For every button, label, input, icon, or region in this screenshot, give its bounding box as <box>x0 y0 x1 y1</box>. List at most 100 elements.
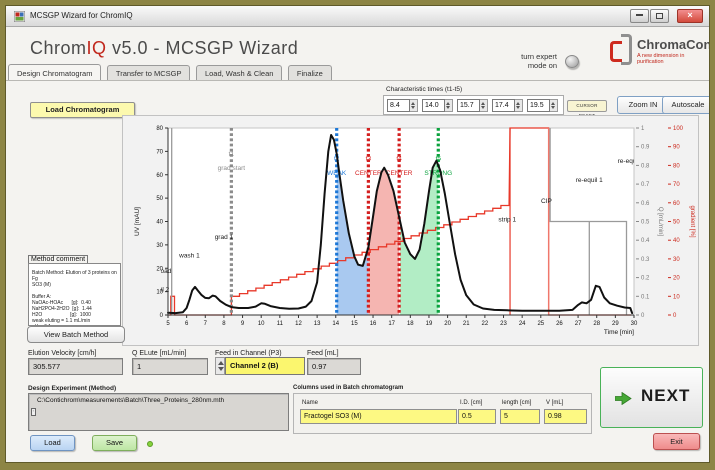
svg-text:0: 0 <box>160 313 164 319</box>
characteristic-times-label: Characteristic times (t1-t5) <box>386 86 463 93</box>
svg-text:70: 70 <box>673 182 680 188</box>
svg-text:13: 13 <box>314 321 321 327</box>
svg-text:CENTER: CENTER <box>386 170 413 177</box>
svg-text:21: 21 <box>463 321 470 327</box>
save-button[interactable]: Save <box>92 435 137 451</box>
mcsgp-wizard-window: MCSGP Wizard for ChromIQ × ChromIQ v5.0 … <box>5 5 710 463</box>
svg-text:8: 8 <box>222 321 226 327</box>
svg-text:24: 24 <box>519 321 526 327</box>
next-button[interactable]: NEXT <box>600 367 703 428</box>
svg-text:0.8: 0.8 <box>641 163 650 169</box>
tab-load-wash-clean[interactable]: Load, Wash & Clean <box>195 65 283 81</box>
cell-v-ml[interactable]: 0.98 <box>544 409 587 424</box>
svg-text:strip 1: strip 1 <box>498 217 516 224</box>
feed-channel-spinner[interactable] <box>215 357 225 375</box>
titlebar[interactable]: MCSGP Wizard for ChromIQ × <box>6 6 709 27</box>
design-experiment-path[interactable]: ▫ C:\Contichrom\measurements\Batch\Three… <box>28 393 289 431</box>
svg-text:50: 50 <box>673 220 680 226</box>
svg-text:20: 20 <box>673 276 680 282</box>
svg-text:17: 17 <box>388 321 395 327</box>
svg-text:11: 11 <box>277 321 284 327</box>
zoom-in-button[interactable]: Zoom IN <box>617 96 669 114</box>
view-batch-method-button[interactable]: View Batch Method <box>27 326 125 343</box>
svg-text:t1: t1 <box>229 151 235 158</box>
method-comment-text[interactable]: Batch Method: Elution of 3 proteins on F… <box>28 263 121 326</box>
t5-input[interactable]: 19.5 <box>527 99 558 112</box>
columns-table: Name I.D. [cm] length [cm] V [mL] Fracto… <box>293 393 592 434</box>
svg-text:10: 10 <box>156 290 163 296</box>
chromacon-logo: ChromaCon A new dimension in purificatio… <box>610 34 710 68</box>
t1-spinner[interactable] <box>410 99 418 112</box>
svg-text:9: 9 <box>241 321 245 327</box>
svg-text:50: 50 <box>156 196 163 202</box>
svg-text:29: 29 <box>612 321 619 327</box>
minimize-button[interactable] <box>630 9 649 23</box>
logo-name: ChromaCon <box>637 37 710 52</box>
svg-text:19: 19 <box>426 321 433 327</box>
svg-text:20: 20 <box>156 266 163 272</box>
next-label: NEXT <box>641 386 691 405</box>
cell-column-name[interactable]: Fractogel SO3 (M) <box>300 409 457 424</box>
col-header-volume: V [mL] <box>546 400 564 406</box>
feed-channel-value[interactable]: Channel 2 (B) <box>225 357 305 375</box>
close-button[interactable]: × <box>677 9 703 23</box>
svg-text:90: 90 <box>673 145 680 151</box>
browse-icon[interactable]: ▫ <box>31 408 36 416</box>
feed-field[interactable]: 0.97 <box>307 358 361 375</box>
q-elute-field[interactable]: 1 <box>132 358 208 375</box>
svg-text:23: 23 <box>500 321 507 327</box>
elution-velocity-field[interactable]: 305.577 <box>28 358 123 375</box>
expert-mode-toggle[interactable] <box>565 55 579 68</box>
elution-velocity-label: Elution Velocity [cm/h] <box>28 350 97 357</box>
t3-input[interactable]: 15.7 <box>457 99 488 112</box>
load-button[interactable]: Load <box>30 435 75 451</box>
window-title: MCSGP Wizard for ChromIQ <box>30 11 133 20</box>
svg-text:Time [min]: Time [min] <box>604 329 634 336</box>
logo-bracket-icon <box>610 41 622 62</box>
svg-text:WEAK: WEAK <box>327 170 347 177</box>
svg-text:18: 18 <box>407 321 414 327</box>
svg-text:0.9: 0.9 <box>641 145 650 151</box>
t3-spinner[interactable] <box>480 99 488 112</box>
cursor-reset-button[interactable]: CURSOR RESET <box>567 100 607 118</box>
svg-text:80: 80 <box>673 163 680 169</box>
app-icon <box>14 11 25 22</box>
expert-mode-label: turn expert mode on <box>521 52 557 70</box>
svg-text:0.6: 0.6 <box>641 201 650 207</box>
col-header-id: I.D. [cm] <box>460 400 483 406</box>
svg-text:22: 22 <box>482 321 489 327</box>
svg-text:30: 30 <box>631 321 638 327</box>
next-arrow-icon <box>615 392 632 405</box>
svg-text:28: 28 <box>593 321 600 327</box>
chromatogram-panel: t1 grad start t2 WEAK t3 CENTER t4 CENTER t5 STRO… <box>122 115 699 346</box>
svg-text:wash 1: wash 1 <box>178 253 200 260</box>
t1-input[interactable]: 8.4 <box>387 99 418 112</box>
svg-text:STRONG: STRONG <box>424 170 452 177</box>
svg-text:gradient [%]: gradient [%] <box>689 205 695 237</box>
svg-text:16: 16 <box>370 321 377 327</box>
cell-id-cm[interactable]: 0.5 <box>458 409 496 424</box>
svg-text:7: 7 <box>204 321 208 327</box>
svg-text:grad start: grad start <box>218 165 246 172</box>
exit-button[interactable]: Exit <box>653 433 700 450</box>
load-chromatogram-button[interactable]: Load Chromatogram <box>30 102 135 118</box>
t4-input[interactable]: 17.4 <box>492 99 523 112</box>
columns-table-label: Columns used in Batch chromatogram <box>293 385 404 391</box>
svg-text:0.2: 0.2 <box>641 276 650 282</box>
tab-design-chromatogram[interactable]: Design Chromatogram <box>8 64 102 81</box>
cell-length-cm[interactable]: 5 <box>500 409 540 424</box>
svg-text:0.7: 0.7 <box>641 182 650 188</box>
logo-tagline: A new dimension in purification <box>637 53 685 65</box>
maximize-button[interactable] <box>650 9 669 23</box>
tab-finalize[interactable]: Finalize <box>287 65 332 81</box>
t5-spinner[interactable] <box>550 99 558 112</box>
tab-transfer-to-mcsgp[interactable]: Transfer to MCSGP <box>106 65 191 81</box>
svg-text:grad 1: grad 1 <box>215 234 234 241</box>
t2-spinner[interactable] <box>445 99 453 112</box>
t4-spinner[interactable] <box>515 99 523 112</box>
svg-text:0.5: 0.5 <box>641 220 650 226</box>
t2-input[interactable]: 14.0 <box>422 99 453 112</box>
autoscale-button[interactable]: Autoscale <box>662 96 709 114</box>
